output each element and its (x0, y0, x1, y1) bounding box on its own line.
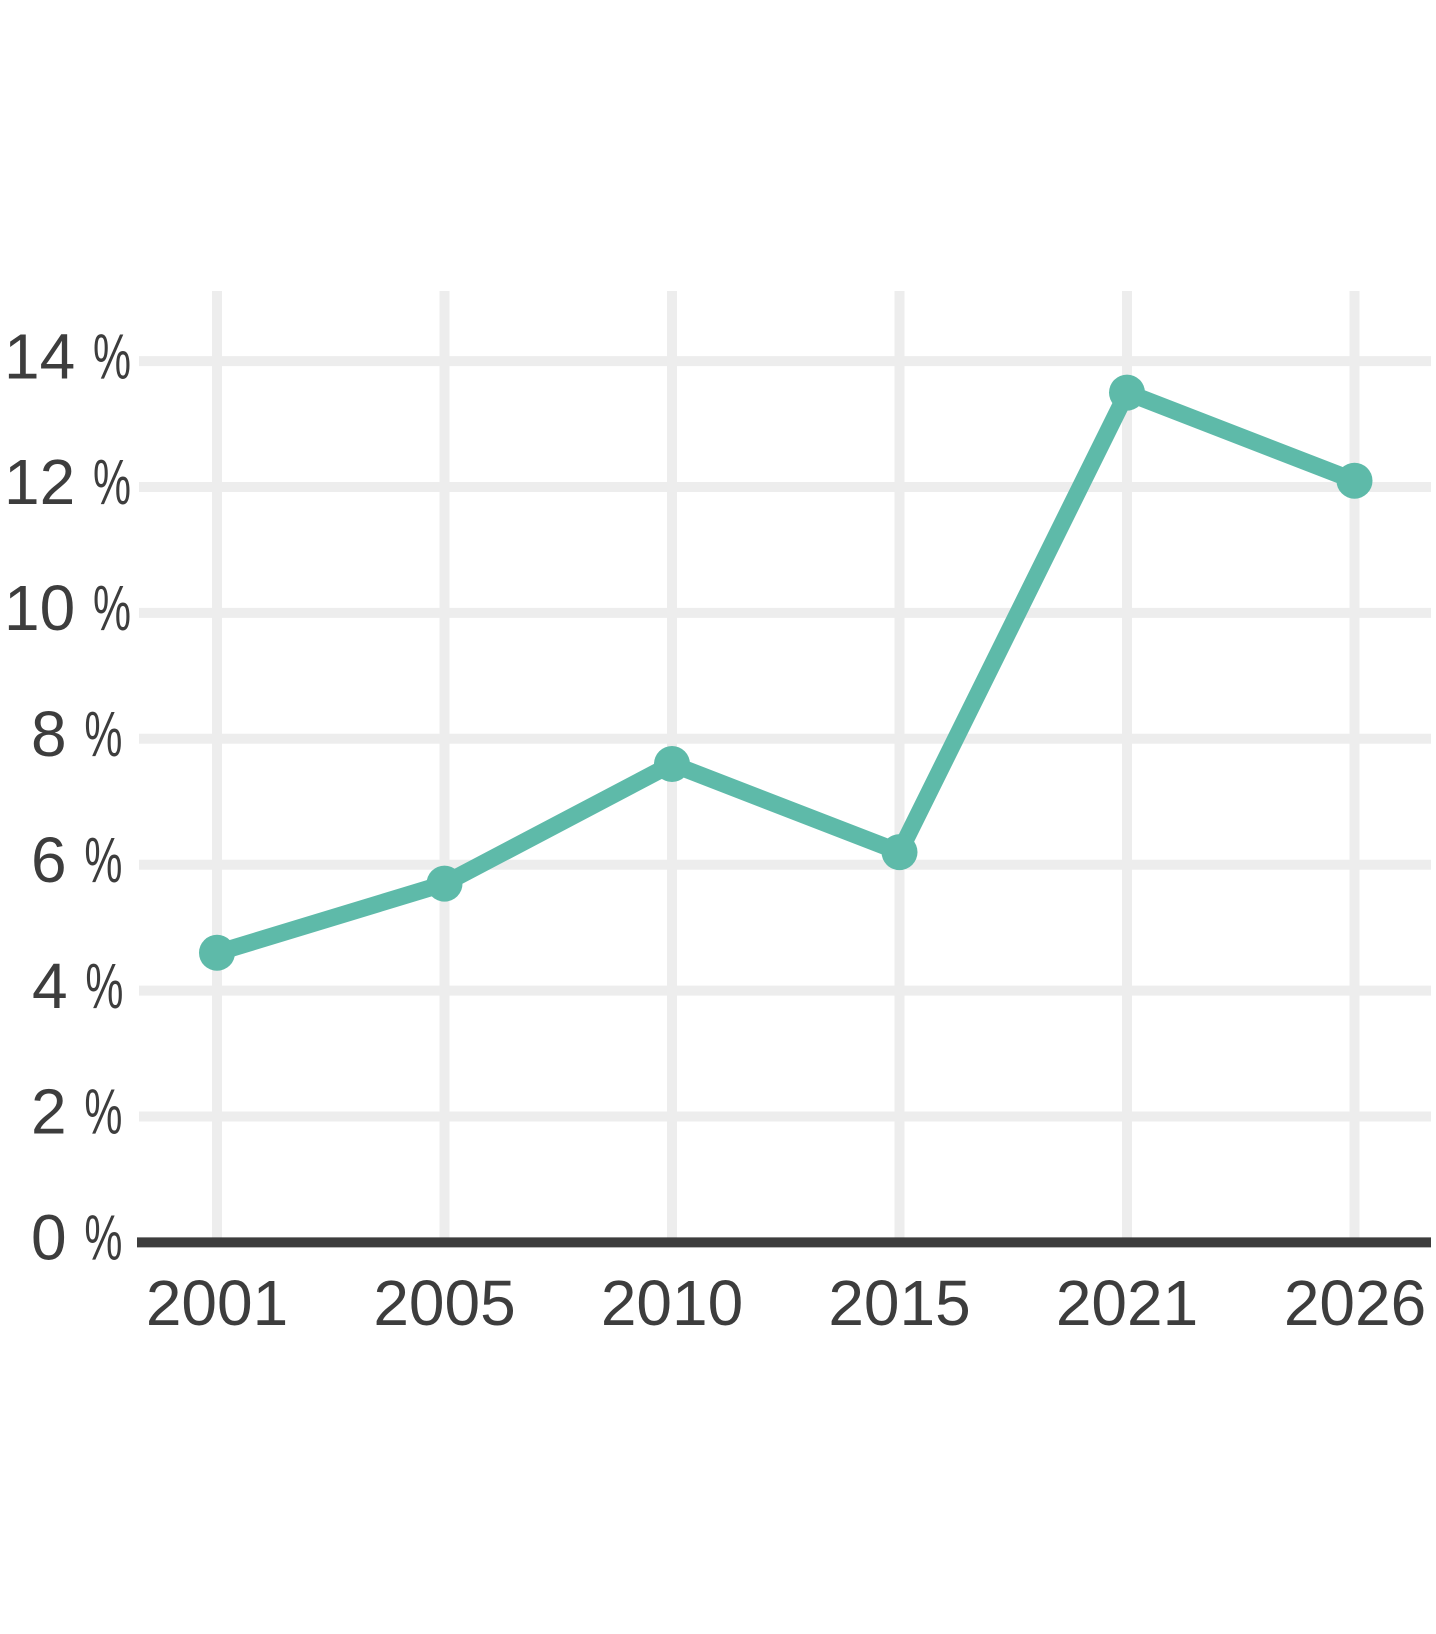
svg-text:2005: 2005 (373, 1267, 515, 1339)
svg-text:0 %: 0 % (31, 1202, 122, 1274)
svg-text:4 %: 4 % (32, 950, 123, 1022)
svg-text:6 %: 6 % (31, 824, 122, 896)
svg-text:2001: 2001 (146, 1267, 288, 1339)
svg-text:2026: 2026 (1284, 1267, 1426, 1339)
svg-text:14 %: 14 % (4, 320, 131, 392)
svg-text:12 %: 12 % (4, 446, 131, 518)
svg-text:2015: 2015 (828, 1267, 970, 1339)
svg-text:8 %: 8 % (31, 698, 122, 770)
svg-text:2 %: 2 % (31, 1076, 122, 1148)
svg-text:10 %: 10 % (4, 572, 131, 644)
svg-text:2021: 2021 (1056, 1267, 1198, 1339)
svg-text:2010: 2010 (601, 1267, 743, 1339)
